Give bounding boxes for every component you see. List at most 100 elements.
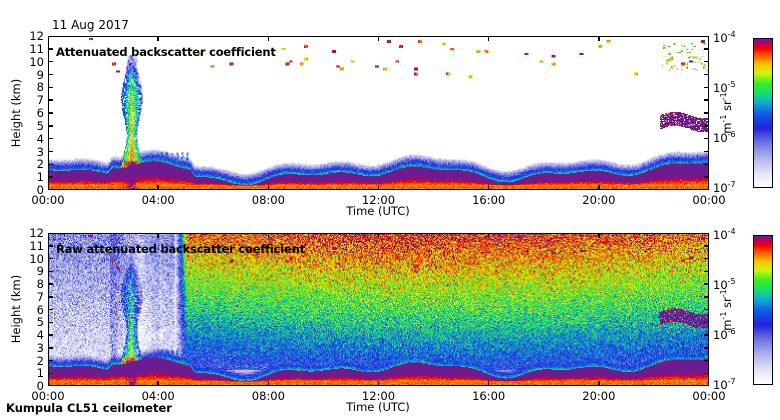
y-tick-mark xyxy=(704,372,709,374)
y-tick-label: 7 xyxy=(36,289,44,304)
x-tick-mark xyxy=(487,185,490,190)
y-tick-label: 12 xyxy=(29,226,44,240)
x-tick-mark xyxy=(157,233,159,238)
y-tick-mark xyxy=(704,73,709,76)
y-tick-mark xyxy=(48,372,53,374)
x-tick-label: 08:00 xyxy=(251,389,285,403)
y-tick-mark xyxy=(704,270,709,272)
y-tick-mark xyxy=(48,308,53,311)
x-tick-mark xyxy=(267,233,270,238)
y-tick-label: 5 xyxy=(36,118,44,133)
y-tick-mark xyxy=(704,150,709,153)
y-tick-label: 3 xyxy=(36,340,44,355)
y-tick-mark xyxy=(48,176,53,178)
y-tick-label: 11 xyxy=(29,238,44,253)
y-tick-label: 3 xyxy=(36,144,44,159)
y-tick-mark xyxy=(704,60,709,63)
x-tick-label: 12:00 xyxy=(361,193,396,207)
y-tick-mark xyxy=(704,125,709,127)
colorbar-tick-label: 10-7 xyxy=(713,180,736,195)
x-tick-mark xyxy=(157,185,159,190)
y-tick-mark xyxy=(704,86,709,89)
colorbar-label-panel2: m-1 sr-1 xyxy=(719,289,734,331)
x-tick-label: 00:00 xyxy=(692,389,726,403)
y-tick-label: 10 xyxy=(29,251,44,266)
x-tick-mark xyxy=(598,381,600,386)
x-tick-mark xyxy=(157,381,159,386)
x-tick-label: 12:00 xyxy=(361,389,396,403)
plot-area-attenuated-backscatter xyxy=(48,36,709,190)
panel-title-attenuated-backscatter: Attenuated backscatter coefficient xyxy=(56,45,276,59)
y-tick-mark xyxy=(704,347,709,349)
x-tick-mark xyxy=(377,185,380,190)
x-tick-mark xyxy=(377,233,380,238)
figure-date-title: 11 Aug 2017 xyxy=(52,18,129,32)
x-tick-mark xyxy=(598,36,600,41)
y-tick-mark xyxy=(48,137,53,140)
y-tick-label: 2 xyxy=(36,157,44,172)
y-tick-mark xyxy=(704,308,709,311)
y-tick-mark xyxy=(48,257,53,260)
colorbar-tick-label: 10-5 xyxy=(713,277,736,292)
y-tick-label: 4 xyxy=(36,131,44,146)
colorbar-panel1 xyxy=(753,38,773,188)
x-tick-label: 16:00 xyxy=(472,193,506,207)
x-tick-mark xyxy=(598,233,600,238)
colorbar-panel2 xyxy=(753,235,773,385)
y-tick-mark xyxy=(48,60,53,63)
station-caption: Kumpula CL51 ceilometer xyxy=(6,401,172,415)
y-tick-label: 0 xyxy=(36,183,44,197)
y-tick-mark xyxy=(48,296,53,298)
y-tick-mark xyxy=(48,245,53,247)
colorbar-tick-label: 10-6 xyxy=(713,327,736,342)
y-tick-mark xyxy=(48,359,53,362)
y-tick-label: 5 xyxy=(36,315,44,330)
y-tick-mark xyxy=(704,257,709,260)
x-tick-mark xyxy=(377,381,380,386)
y-tick-label: 2 xyxy=(36,353,44,368)
colorbar-tick-label: 10-6 xyxy=(713,130,736,145)
x-tick-mark xyxy=(267,381,270,386)
colorbar-tick-label: 10-4 xyxy=(713,227,736,242)
y-tick-mark xyxy=(48,125,53,127)
plot-area-raw-attenuated-backscatter xyxy=(48,233,709,386)
x-tick-mark xyxy=(487,233,490,238)
x-tick-mark xyxy=(267,36,270,41)
y-tick-mark xyxy=(48,99,53,101)
x-tick-label: 20:00 xyxy=(582,389,616,403)
x-tick-mark xyxy=(157,36,159,41)
y-tick-label: 0 xyxy=(36,379,44,393)
x-tick-label: 08:00 xyxy=(251,193,285,207)
x-tick-mark xyxy=(598,185,600,190)
y-tick-mark xyxy=(48,163,53,166)
colorbar-tick-label: 10-5 xyxy=(713,80,736,95)
y-tick-label: 9 xyxy=(36,264,44,279)
y-tick-mark xyxy=(48,347,53,349)
x-tick-label: 04:00 xyxy=(141,389,175,403)
y-tick-mark xyxy=(704,163,709,166)
y-tick-mark xyxy=(704,321,709,323)
y-tick-mark xyxy=(704,99,709,101)
y-tick-label: 8 xyxy=(36,80,44,95)
x-tick-label: 04:00 xyxy=(141,193,175,207)
y-tick-label: 4 xyxy=(36,328,44,342)
y-tick-label: 12 xyxy=(29,29,44,43)
x-tick-mark xyxy=(267,185,270,190)
y-tick-mark xyxy=(704,296,709,298)
x-tick-label: 00:00 xyxy=(692,193,726,207)
x-tick-mark xyxy=(487,381,490,386)
y-tick-label: 1 xyxy=(36,366,44,381)
colorbar-tick-label: 10-4 xyxy=(713,30,736,45)
y-tick-mark xyxy=(704,48,709,50)
y-tick-label: 10 xyxy=(29,54,44,69)
y-tick-mark xyxy=(704,176,709,178)
y-tick-mark xyxy=(704,359,709,362)
colorbar-label-panel1: m-1 sr-1 xyxy=(719,92,734,134)
y-tick-mark xyxy=(704,334,709,336)
y-tick-label: 9 xyxy=(36,67,44,82)
x-axis-label-panel1: Time (UTC) xyxy=(346,204,410,218)
y-tick-label: 8 xyxy=(36,277,44,291)
y-tick-mark xyxy=(48,334,53,336)
x-tick-label: 00:00 xyxy=(31,389,65,403)
